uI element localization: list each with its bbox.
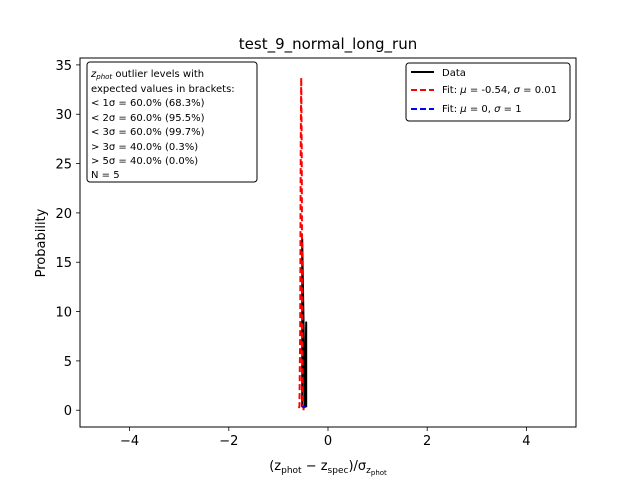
- annotation-text: outlier levels with: [112, 69, 204, 80]
- annotation-line-3: < 1σ = 60.0% (68.3%): [91, 98, 205, 109]
- x-axis: −4 −2 0 2 4: [120, 427, 531, 449]
- x-axis-label-subscript: phot: [281, 466, 302, 476]
- legend-label-fit-normal: Fit: μ = 0, σ = 1: [442, 104, 522, 115]
- x-axis-label-part: − z: [302, 459, 328, 474]
- annotation-box: zphot outlier levels with expected value…: [86, 61, 258, 183]
- series-line-fit-sample: [297, 76, 305, 411]
- y-tick-label: 5: [64, 355, 72, 370]
- x-axis-label-subscript: phot: [371, 469, 387, 477]
- annotation-subscript: phot: [95, 73, 112, 81]
- legend-text-part: Fit:: [442, 104, 460, 115]
- annotation-line-8: N = 5: [91, 170, 120, 181]
- annotation-z: z: [90, 69, 97, 80]
- annotation-line-4: < 2σ = 60.0% (95.5%): [91, 113, 205, 124]
- x-axis-label-subscript: z: [366, 466, 371, 476]
- x-tick-label: 2: [423, 434, 431, 449]
- x-axis-label-part: )/σ: [348, 459, 366, 474]
- legend-text-part: = 0.01: [520, 85, 557, 96]
- legend-text-mu: μ: [459, 85, 466, 96]
- y-axis-label: Probability: [34, 208, 49, 277]
- y-tick-label: 30: [55, 108, 72, 123]
- chart-title: test_9_normal_long_run: [239, 35, 417, 54]
- legend-text-part: = -0.54,: [467, 85, 514, 96]
- x-axis-label: (zphot − zspec)/σzphot: [269, 459, 387, 477]
- y-tick-label: 0: [64, 404, 72, 419]
- x-tick-label: −2: [219, 434, 238, 449]
- legend-text-sigma: σ: [514, 85, 521, 96]
- x-axis-label-subscript: spec: [328, 466, 349, 476]
- annotation-line-7: > 5σ = 40.0% (0.0%): [91, 156, 198, 167]
- legend: Data Fit: μ = -0.54, σ = 0.01 Fit: μ = 0…: [405, 62, 571, 122]
- y-tick-label: 10: [55, 306, 72, 321]
- y-axis: 0 5 10 15 20 25 30 35: [55, 59, 80, 419]
- annotation-line-6: > 3σ = 40.0% (0.3%): [91, 142, 198, 153]
- x-tick-label: 4: [522, 434, 530, 449]
- legend-text-sigma: σ: [494, 104, 501, 115]
- legend-text-part: Fit:: [442, 85, 460, 96]
- legend-text-part: = 1: [500, 104, 521, 115]
- annotation-line-2: expected values in brackets:: [91, 84, 235, 95]
- legend-label-data: Data: [442, 68, 466, 79]
- annotation-line-5: < 3σ = 60.0% (99.7%): [91, 127, 205, 138]
- series-layer: [297, 76, 308, 411]
- legend-text-mu: μ: [459, 104, 466, 115]
- y-tick-label: 35: [55, 59, 72, 74]
- x-tick-label: 0: [324, 434, 332, 449]
- x-axis-label-part: (z: [269, 459, 281, 474]
- y-tick-label: 20: [55, 207, 72, 222]
- legend-frame: [405, 62, 571, 122]
- annotation-frame: [86, 61, 258, 183]
- legend-text-part: = 0,: [467, 104, 494, 115]
- legend-label-fit-sample: Fit: μ = -0.54, σ = 0.01: [442, 85, 557, 96]
- y-tick-label: 25: [55, 158, 72, 173]
- y-tick-label: 15: [55, 256, 72, 271]
- annotation-line-1: zphot outlier levels with: [90, 69, 204, 81]
- x-tick-label: −4: [120, 434, 139, 449]
